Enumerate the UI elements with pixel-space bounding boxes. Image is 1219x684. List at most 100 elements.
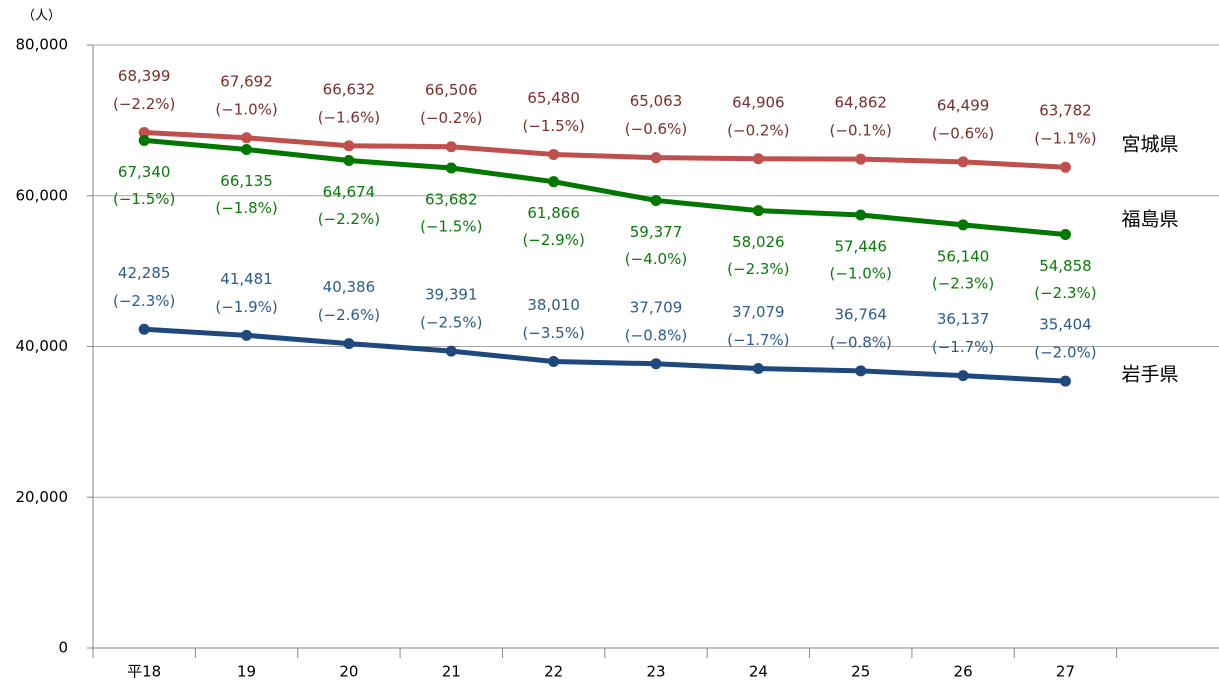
data-point	[343, 338, 355, 350]
series-name: 宮城県	[1121, 134, 1178, 156]
data-point	[343, 140, 355, 152]
change-label: (−0.2%)	[420, 109, 482, 127]
data-point	[855, 153, 867, 165]
y-tick-label: 0	[58, 639, 68, 657]
change-label: (−2.3%)	[1034, 284, 1096, 302]
series-line	[144, 129, 1066, 170]
x-tick-label: 27	[1056, 663, 1075, 681]
value-label: 37,079	[732, 303, 785, 321]
data-point	[445, 141, 457, 153]
value-label: 57,446	[834, 238, 887, 256]
data-point	[241, 132, 253, 144]
y-tick-label: 20,000	[16, 488, 69, 506]
change-label: (−0.6%)	[932, 124, 994, 142]
change-label: (−1.5%)	[113, 190, 175, 208]
data-point	[957, 156, 969, 168]
value-label: 65,063	[630, 92, 683, 110]
value-label: 61,866	[527, 204, 580, 222]
change-label: (−3.5%)	[522, 324, 584, 342]
data-point	[1059, 229, 1071, 241]
data-point	[1059, 161, 1071, 173]
series-line	[144, 326, 1066, 384]
series-line	[143, 137, 1066, 237]
change-label: (−1.7%)	[932, 338, 994, 356]
change-label: (−0.8%)	[830, 333, 892, 351]
change-label: (−2.3%)	[727, 260, 789, 278]
data-point	[241, 329, 253, 341]
change-label: (−2.2%)	[318, 210, 380, 228]
value-label: 40,386	[323, 278, 376, 296]
value-label: 66,506	[425, 81, 478, 99]
data-point	[241, 144, 253, 156]
change-label: (−2.3%)	[932, 274, 994, 292]
value-label: 54,858	[1039, 257, 1092, 275]
value-label: 38,010	[527, 296, 580, 314]
y-tick-label: 40,000	[16, 337, 69, 355]
value-label: 64,499	[937, 96, 990, 114]
series-name: 岩手県	[1121, 364, 1178, 386]
value-label: 42,285	[118, 264, 171, 282]
value-label: 37,709	[630, 298, 683, 316]
change-label: (−1.6%)	[318, 108, 380, 126]
value-label: 36,764	[834, 305, 887, 323]
change-label: (−2.2%)	[113, 95, 175, 113]
series-name: 福島県	[1121, 209, 1178, 231]
change-label: (−0.1%)	[830, 122, 892, 140]
change-label: (−2.3%)	[113, 292, 175, 310]
change-label: (−0.8%)	[625, 326, 687, 344]
value-label: 66,632	[323, 80, 376, 98]
value-label: 64,862	[834, 94, 887, 112]
change-label: (−2.9%)	[522, 231, 584, 249]
data-point	[855, 365, 867, 377]
x-tick-label: 19	[237, 663, 256, 681]
value-label: 64,906	[732, 93, 785, 111]
x-tick-label: 平18	[127, 663, 161, 681]
value-label: 35,404	[1039, 316, 1092, 334]
data-point	[650, 194, 662, 206]
value-label: 67,340	[118, 163, 171, 181]
change-label: (−1.8%)	[215, 199, 277, 217]
change-label: (−0.6%)	[625, 120, 687, 138]
y-tick-label: 60,000	[16, 186, 69, 204]
data-point	[138, 323, 150, 335]
value-label: 63,782	[1039, 102, 1092, 120]
y-tick-label: 80,000	[16, 36, 69, 54]
data-point	[445, 345, 457, 357]
x-tick-label: 25	[851, 663, 870, 681]
data-point	[752, 205, 764, 217]
change-label: (−1.1%)	[1034, 130, 1096, 148]
value-label: 68,399	[118, 67, 171, 85]
value-label: 67,692	[220, 72, 273, 90]
x-tick-label: 24	[749, 663, 768, 681]
value-label: 39,391	[425, 286, 478, 304]
value-label: 64,674	[323, 183, 376, 201]
change-label: (−0.2%)	[727, 121, 789, 139]
data-point	[957, 370, 969, 382]
change-label: (−1.7%)	[727, 331, 789, 349]
data-point	[343, 155, 355, 167]
change-label: (−1.5%)	[522, 117, 584, 135]
data-point	[445, 162, 457, 174]
change-label: (−2.5%)	[420, 314, 482, 332]
data-point	[548, 355, 560, 367]
unit-label: （人）	[22, 9, 61, 24]
change-label: (−2.0%)	[1034, 344, 1096, 362]
value-label: 63,682	[425, 190, 478, 208]
change-label: (−1.0%)	[215, 100, 277, 118]
change-label: (−1.5%)	[420, 217, 482, 235]
value-label: 36,137	[937, 310, 990, 328]
data-point	[138, 134, 150, 146]
data-point	[138, 126, 150, 138]
data-point	[650, 152, 662, 164]
data-point	[957, 219, 969, 231]
x-tick-label: 20	[339, 663, 358, 681]
value-label: 41,481	[220, 270, 273, 288]
data-point	[548, 148, 560, 160]
value-label: 59,377	[630, 223, 683, 241]
x-tick-label: 21	[442, 663, 461, 681]
change-label: (−4.0%)	[625, 250, 687, 268]
x-tick-label: 26	[954, 663, 973, 681]
x-tick-label: 23	[646, 663, 665, 681]
value-label: 58,026	[732, 233, 785, 251]
